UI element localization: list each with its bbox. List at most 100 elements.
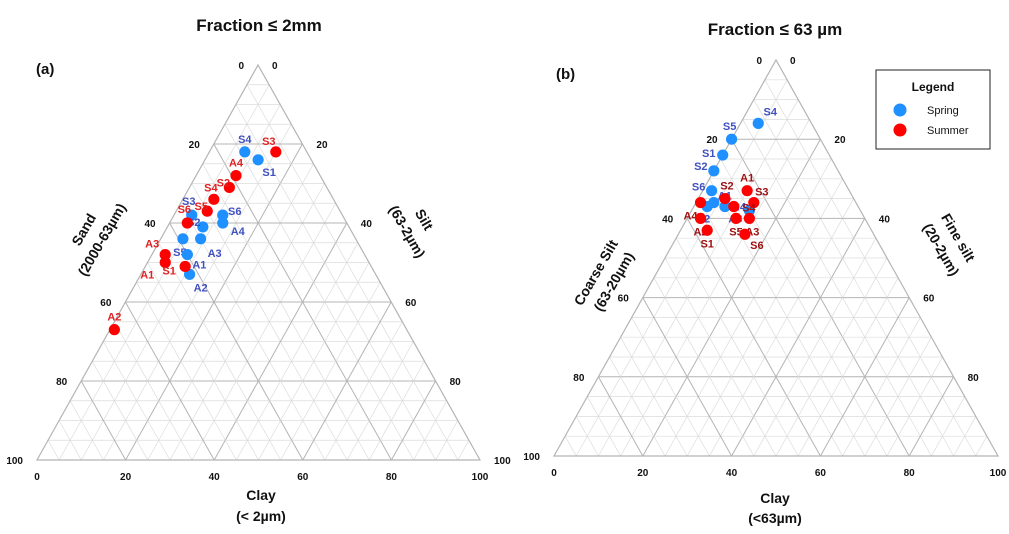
legend-summer-marker: [893, 123, 907, 137]
point-label: S5: [195, 201, 208, 213]
point-label: S6: [228, 206, 241, 218]
grid-line: [709, 198, 855, 457]
right-axis-tick-label: 60: [405, 298, 417, 309]
legend-summer-label: Summer: [927, 125, 969, 137]
panel-b-clay-axis-title: Clay: [760, 490, 790, 506]
point-label: S2: [720, 181, 733, 193]
grid-line: [953, 416, 977, 457]
grid-line: [324, 321, 403, 461]
grid-line: [124, 301, 215, 461]
data-point-summer-s2: [223, 181, 235, 194]
grid-line: [675, 238, 799, 457]
data-point-summer-s5: [730, 212, 742, 224]
data-point-spring-s6: [217, 209, 229, 221]
data-point-spring-a1: [181, 249, 193, 261]
point-label: A4: [231, 226, 246, 238]
legend: Legend Spring Summer: [875, 69, 991, 150]
data-point-spring-s4: [752, 117, 764, 129]
grid-line: [191, 203, 337, 461]
point-label: S1: [702, 148, 715, 160]
panel-a-clay-axis-title: Clay: [246, 487, 276, 503]
clay-tick-label: 20: [637, 468, 649, 479]
grid-line: [697, 198, 843, 457]
data-point-summer-s3: [748, 196, 760, 209]
grid-line: [842, 317, 921, 457]
data-point-summer-a2: [108, 324, 120, 336]
data-point-spring-a3: [195, 233, 207, 245]
data-point-summer-s4: [208, 193, 220, 205]
data-point-summer-s2: [719, 193, 731, 205]
point-label: S4: [764, 106, 778, 118]
grid-line: [302, 301, 392, 461]
grid-line: [180, 203, 326, 461]
grid-line: [413, 400, 448, 461]
point-label: S4: [742, 203, 756, 215]
grid-line: [775, 257, 888, 457]
point-label: S6: [692, 182, 705, 194]
grid-line: [564, 436, 577, 457]
data-point-spring-s1: [252, 154, 264, 166]
right-axis-tick-label: 0: [790, 56, 796, 67]
right-axis-tick-label: 40: [879, 214, 891, 225]
point-label: S2: [694, 161, 707, 173]
legend-spring-label: Spring: [927, 105, 959, 117]
grid-line: [69, 400, 104, 461]
right-axis-tick-label: 80: [450, 377, 462, 388]
grid-line: [764, 79, 977, 457]
grid-line: [202, 163, 370, 461]
left-axis-tick-label: 40: [662, 214, 674, 225]
grid-line: [797, 277, 899, 457]
grid-line: [664, 158, 832, 457]
grid-line: [620, 337, 688, 457]
point-label: S5: [729, 226, 742, 238]
legend-spring-marker: [893, 103, 907, 117]
data-point-summer-s3: [270, 146, 282, 158]
ternary-plot-b: [552, 58, 1000, 457]
data-point-spring-s2: [708, 165, 720, 177]
point-label: A2: [107, 312, 121, 324]
point-label: S1: [262, 167, 275, 179]
clay-tick-label: 80: [386, 472, 398, 483]
grid-line: [147, 163, 314, 461]
point-label: S1: [162, 265, 175, 277]
panel-b-title: Fraction ≤ 63 µm: [708, 20, 842, 39]
point-label: S5: [723, 121, 736, 133]
grid-line: [575, 416, 599, 457]
grid-line: [58, 420, 82, 461]
grid-line: [80, 380, 127, 461]
grid-line: [886, 356, 943, 457]
clay-tick-label: 20: [120, 472, 132, 483]
panel-a: Fraction ≤ 2mm (a) Clay (< 2µm) Sand (20…: [36, 16, 437, 524]
clay-tick-label: 100: [990, 468, 1007, 479]
clay-tick-label: 40: [726, 468, 738, 479]
point-label: A3: [208, 248, 222, 260]
grid-line: [158, 242, 281, 461]
grid-line: [753, 238, 877, 457]
grid-line: [609, 356, 666, 457]
grid-line: [864, 337, 932, 457]
grid-line: [819, 297, 910, 457]
right-axis-tick-label: 0: [272, 61, 278, 72]
grid-line: [258, 262, 370, 461]
right-axis-tick-label: 20: [316, 140, 328, 151]
data-point-summer-s4: [728, 200, 740, 213]
data-point-spring-s4: [239, 146, 251, 158]
clay-tick-label: 60: [297, 472, 309, 483]
left-axis-tick-label: 40: [144, 219, 156, 230]
data-point-spring-a4: [217, 217, 229, 229]
point-label: S3: [262, 136, 275, 148]
grid-line: [114, 321, 193, 461]
right-axis-tick-label: 60: [923, 294, 935, 305]
grid-line: [368, 361, 425, 461]
point-label: S1: [700, 238, 713, 250]
clay-tick-label: 0: [34, 472, 40, 483]
left-axis-tick-label: 60: [618, 294, 630, 305]
clay-tick-label: 40: [209, 472, 221, 483]
data-point-summer-a1: [741, 185, 753, 197]
grid-line: [631, 317, 710, 457]
grid-line: [246, 84, 459, 461]
grid-line: [653, 277, 755, 457]
clay-tick-label: 100: [472, 472, 489, 483]
data-point-spring-s6: [706, 185, 718, 197]
